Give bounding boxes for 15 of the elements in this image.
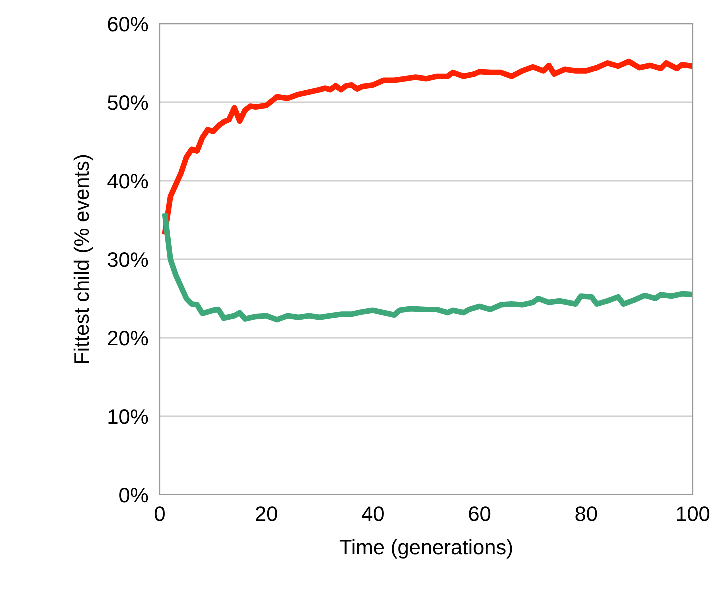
x-tick-label: 100 — [677, 506, 710, 522]
x-tick-label: 0 — [155, 506, 165, 522]
y-tick-label: 0% — [120, 488, 148, 503]
y-axis-title: Fittest child (% events) — [74, 155, 94, 364]
y-tick-label: 10% — [108, 410, 148, 424]
y-tick-label: 20% — [108, 331, 148, 346]
x-tick-label: 20 — [256, 506, 278, 522]
x-tick-label: 80 — [576, 506, 598, 522]
y-tick-label: 60% — [108, 17, 148, 32]
y-tick-label: 50% — [108, 96, 148, 110]
x-axis-title: Time (generations) — [340, 539, 512, 559]
x-tick-label: 60 — [469, 506, 491, 522]
y-tick-label: 40% — [108, 174, 148, 189]
y-tick-label: 30% — [108, 252, 148, 268]
x-tick-label: 40 — [362, 506, 384, 522]
